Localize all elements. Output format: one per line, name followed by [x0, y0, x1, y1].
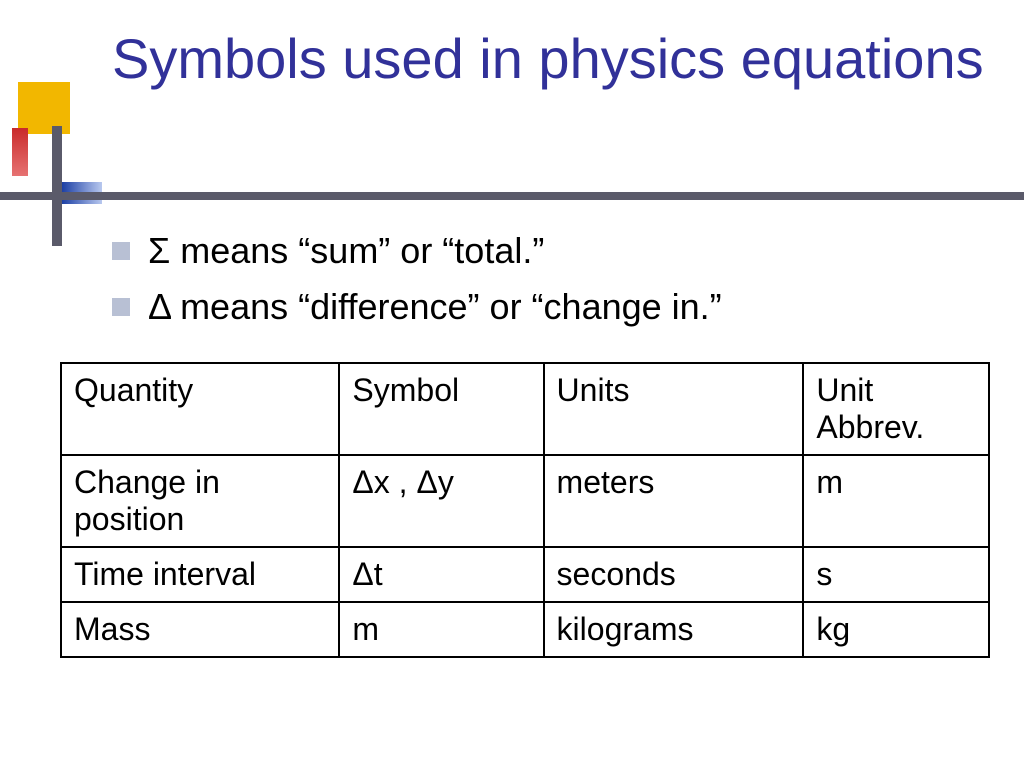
- bullet-list: Σ means “sum” or “total.” Δ means “diffe…: [112, 230, 992, 328]
- cell-quantity: Mass: [61, 602, 339, 657]
- cell-symbol: m: [339, 602, 543, 657]
- header-units: Units: [544, 363, 804, 455]
- header-quantity: Quantity: [61, 363, 339, 455]
- table-row: Mass m kilograms kg: [61, 602, 989, 657]
- bullet-text: Σ means “sum” or “total.”: [148, 230, 544, 272]
- cell-symbol: Δx , Δy: [339, 455, 543, 547]
- header-symbol: Symbol: [339, 363, 543, 455]
- slide-corner-graphic: [0, 82, 88, 222]
- bullet-square-icon: [112, 298, 130, 316]
- table-header-row: Quantity Symbol Units Unit Abbrev.: [61, 363, 989, 455]
- list-item: Δ means “difference” or “change in.”: [112, 286, 992, 328]
- bullet-text: Δ means “difference” or “change in.”: [148, 286, 722, 328]
- cell-symbol: Δt: [339, 547, 543, 602]
- vertical-rule: [52, 126, 62, 246]
- cell-quantity: Time interval: [61, 547, 339, 602]
- list-item: Σ means “sum” or “total.”: [112, 230, 992, 272]
- slide-body: Σ means “sum” or “total.” Δ means “diffe…: [112, 230, 992, 658]
- cell-unitabbrev: s: [803, 547, 989, 602]
- table-row: Time interval Δt seconds s: [61, 547, 989, 602]
- cell-quantity: Change in position: [61, 455, 339, 547]
- cell-units: seconds: [544, 547, 804, 602]
- horizontal-rule: [0, 192, 1024, 200]
- slide-title: Symbols used in physics equations: [112, 24, 992, 94]
- cell-units: kilograms: [544, 602, 804, 657]
- cell-units: meters: [544, 455, 804, 547]
- accent-yellow-square: [18, 82, 70, 134]
- cell-unitabbrev: kg: [803, 602, 989, 657]
- table-row: Change in position Δx , Δy meters m: [61, 455, 989, 547]
- symbols-table: Quantity Symbol Units Unit Abbrev. Chang…: [60, 362, 990, 658]
- cell-unitabbrev: m: [803, 455, 989, 547]
- accent-red-bar: [12, 128, 28, 176]
- header-unitabbrev: Unit Abbrev.: [803, 363, 989, 455]
- bullet-square-icon: [112, 242, 130, 260]
